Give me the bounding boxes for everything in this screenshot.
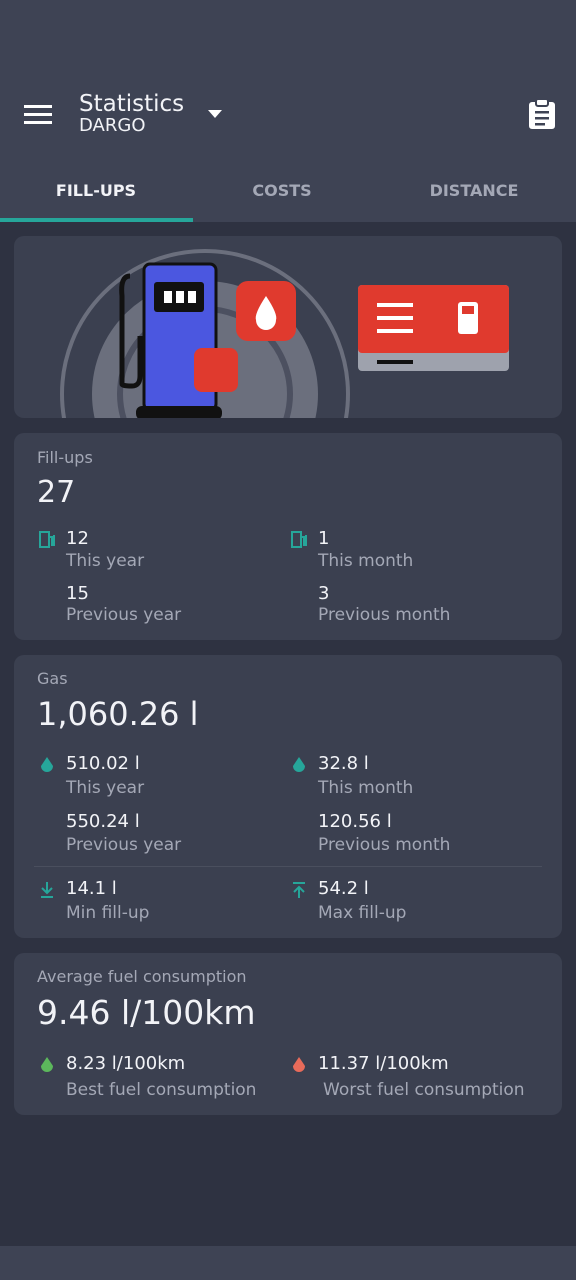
stat-label: Min fill-up: [66, 903, 150, 923]
dropdown[interactable]: [208, 110, 224, 120]
stat-label: Previous year: [66, 605, 182, 625]
min-icon: [41, 882, 53, 898]
stat-value: 8.23 l/100km: [66, 1053, 186, 1074]
fillups-card: [14, 433, 562, 640]
stat-label: This year: [66, 778, 145, 798]
best-icon: [41, 1057, 53, 1072]
stat-label: Best fuel consumption: [66, 1080, 257, 1100]
stat-value: 15: [66, 583, 89, 604]
max-icon: [293, 882, 305, 898]
drop-icon: [293, 757, 305, 772]
subtitle: DARGO: [79, 115, 146, 136]
illustration: [60, 249, 509, 418]
worst-icon: [293, 1057, 305, 1072]
stat-value: 54.2 l: [318, 878, 369, 899]
stat-value: 3: [318, 583, 330, 604]
drop-icon: [41, 757, 53, 772]
app-bar: [0, 0, 576, 222]
illustration-card: [14, 236, 562, 418]
stat-value: 1: [318, 528, 330, 549]
tab[interactable]: COSTS: [252, 181, 312, 200]
stat-label: Max fill-up: [318, 903, 407, 923]
fuel-icon: [39, 531, 55, 548]
stat-value: 11.37 l/100km: [318, 1053, 449, 1074]
stat-label: This month: [318, 551, 414, 571]
stat-label: Worst fuel consumption: [323, 1080, 525, 1100]
stat-value: 32.8 l: [318, 753, 369, 774]
stat-value: 550.24 l: [66, 811, 140, 832]
stat-label: Previous month: [318, 835, 451, 855]
menu-button[interactable]: [24, 103, 54, 127]
card-label: Fill-ups: [37, 448, 93, 467]
card-value: 27: [37, 475, 76, 510]
stat-label: This year: [66, 551, 145, 571]
stat-label: Previous year: [66, 835, 182, 855]
consumption-card: [14, 953, 562, 1115]
stat-label: This month: [318, 778, 414, 798]
report-button[interactable]: [528, 98, 556, 130]
card-label: Average fuel consumption: [37, 967, 247, 986]
stat-value: 14.1 l: [66, 878, 117, 899]
tab[interactable]: FILL-UPS: [55, 181, 137, 200]
card-value: 9.46 l/100km: [37, 993, 256, 1032]
tab[interactable]: DISTANCE: [429, 181, 519, 200]
stat-value: 120.56 l: [318, 811, 392, 832]
title: Statistics: [79, 91, 185, 117]
fuel-icon: [291, 531, 307, 548]
gas-card: [14, 655, 562, 938]
nav-bar: [0, 1246, 576, 1280]
stat-value: 510.02 l: [66, 753, 140, 774]
card-label: Gas: [37, 669, 68, 688]
stat-value: 12: [66, 528, 89, 549]
card-value: 1,060.26 l: [37, 695, 199, 733]
tab-indicator: [0, 218, 193, 222]
divider: [34, 866, 542, 867]
stat-label: Previous month: [318, 605, 451, 625]
